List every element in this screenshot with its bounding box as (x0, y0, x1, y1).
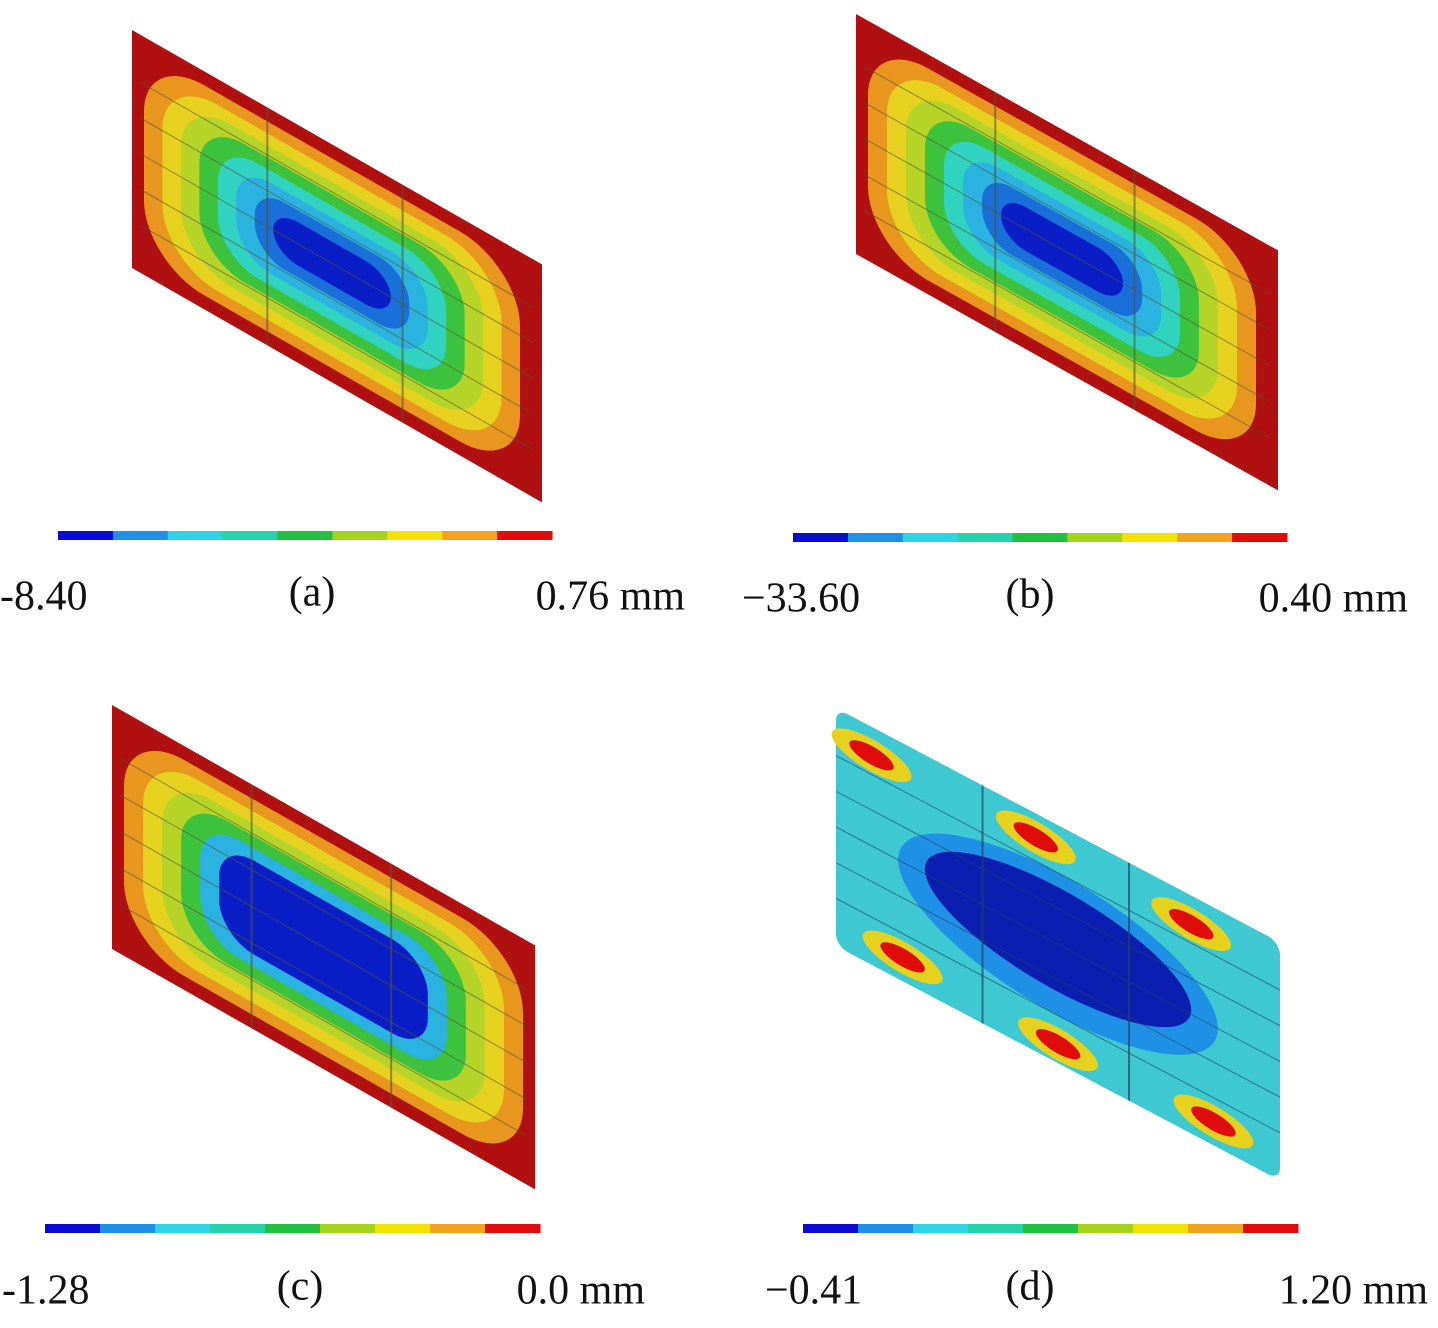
colorbar-segment (387, 531, 443, 540)
colorbar-segment (968, 1224, 1024, 1233)
colorbar-min: -1.28 (2, 1268, 90, 1314)
colorbar-segment (442, 531, 498, 540)
contour-band (924, 851, 1192, 1028)
colorbar-segment (375, 1224, 431, 1233)
colorbar-segment (167, 531, 224, 540)
colorbar-min: −33.60 (742, 576, 860, 622)
stiffener (836, 826, 1280, 1063)
stiffener (836, 862, 1280, 1098)
colorbar-segment (277, 531, 333, 540)
contour-plot (831, 712, 1280, 1176)
colorbar-segment (1188, 1224, 1244, 1233)
colorbar-max: 0.40 mm (1259, 576, 1409, 622)
panel-label: (c) (277, 1264, 324, 1310)
colorbar-segment (265, 1224, 321, 1233)
contour-band (880, 942, 925, 973)
colorbar-segment (320, 1224, 376, 1233)
colorbar-segment (902, 533, 959, 542)
colorbar-segment (497, 531, 553, 540)
colorbar-min: -8.40 (0, 574, 88, 620)
colorbar-segment (803, 1224, 859, 1233)
contour-band (849, 740, 894, 771)
contour-band (1169, 909, 1214, 940)
colorbar-segment (210, 1224, 266, 1233)
stiffener (864, 65, 1270, 295)
colorbar-segment (1177, 533, 1233, 542)
contour-plot (856, 14, 1278, 491)
colorbar-segment (1023, 1224, 1079, 1233)
stiffener (864, 101, 1270, 331)
stiffener (864, 209, 1270, 439)
colorbar-segment (58, 531, 114, 540)
colorbar-segment (112, 531, 169, 540)
contour-plot (132, 30, 542, 503)
colorbar-min: −0.41 (765, 1268, 862, 1314)
colorbar-segment (793, 533, 849, 542)
panel-label: (b) (1006, 572, 1055, 618)
stiffener (140, 224, 534, 451)
contour-band (1013, 822, 1059, 853)
colorbar-max: 0.76 mm (536, 574, 686, 620)
stiffener (140, 188, 534, 416)
colorbar-segment (485, 1224, 541, 1233)
stiffener (140, 117, 534, 344)
colorbar-segment (847, 533, 904, 542)
stiffener (120, 757, 527, 991)
stiffener (140, 152, 534, 380)
stiffener (120, 904, 527, 1137)
colorbar-max: 0.0 mm (517, 1268, 646, 1314)
colorbar-segment (155, 1224, 211, 1233)
colorbar-segment (858, 1224, 914, 1233)
colorbar-segment (222, 531, 279, 540)
colorbar-segment (430, 1224, 486, 1233)
stiffener (120, 830, 527, 1064)
colorbar-segment (1243, 1224, 1299, 1233)
contour-plot (112, 705, 535, 1190)
stiffener (836, 790, 1280, 1027)
colorbar-segment (45, 1224, 101, 1233)
stiffener (864, 137, 1270, 367)
colorbar-segment (1232, 533, 1288, 542)
stiffener (120, 794, 527, 1027)
panel-label: (a) (289, 570, 336, 616)
stiffener (836, 897, 1280, 1134)
stiffener (836, 754, 1280, 991)
stiffener (140, 81, 534, 309)
colorbar-segment (332, 531, 388, 540)
colorbar-segment (1122, 533, 1178, 542)
colorbar-segment (957, 533, 1014, 542)
contour-band (1035, 1029, 1081, 1060)
panel-label: (d) (1006, 1264, 1055, 1310)
colorbar-segment (913, 1224, 969, 1233)
colorbar-max: 1.20 mm (1279, 1268, 1429, 1314)
stiffener (120, 867, 527, 1100)
contour-band (1191, 1106, 1236, 1137)
colorbar-segment (100, 1224, 156, 1233)
colorbar-segment (1133, 1224, 1189, 1233)
stiffener (864, 173, 1270, 403)
colorbar-segment (1078, 1224, 1134, 1233)
colorbar-segment (1012, 533, 1068, 542)
colorbar-segment (1067, 533, 1123, 542)
